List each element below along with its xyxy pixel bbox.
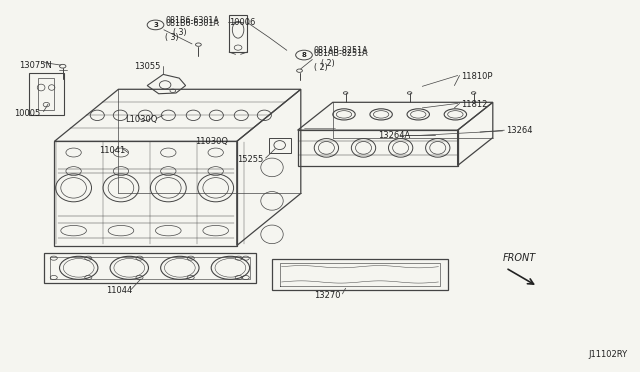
Text: 081B6-6301A: 081B6-6301A xyxy=(165,19,219,28)
Text: L1030Q: L1030Q xyxy=(125,115,157,124)
Text: ( 2): ( 2) xyxy=(321,59,335,68)
Text: 081AB-8251A: 081AB-8251A xyxy=(314,49,368,58)
Text: 11044: 11044 xyxy=(106,286,132,295)
Text: 10005: 10005 xyxy=(14,109,40,118)
Text: 15255: 15255 xyxy=(237,155,263,164)
Text: ( 3): ( 3) xyxy=(165,33,179,42)
Text: 11041: 11041 xyxy=(99,146,125,155)
Text: 13055: 13055 xyxy=(134,62,161,71)
Text: 11810P: 11810P xyxy=(461,72,492,81)
Text: ( 2): ( 2) xyxy=(314,63,327,72)
Text: 11812: 11812 xyxy=(461,100,487,109)
Text: ( 3): ( 3) xyxy=(173,28,186,37)
Text: 081B6-6301A: 081B6-6301A xyxy=(165,16,219,25)
Text: 13270: 13270 xyxy=(314,291,340,300)
Text: 3: 3 xyxy=(153,22,158,28)
Text: 10006: 10006 xyxy=(229,18,255,27)
Text: 8: 8 xyxy=(301,52,307,58)
Text: FRONT: FRONT xyxy=(502,253,536,263)
Text: 13264A: 13264A xyxy=(378,131,410,140)
Text: J11102RY: J11102RY xyxy=(588,350,627,359)
Text: 13264: 13264 xyxy=(506,126,532,135)
Text: 13075N: 13075N xyxy=(19,61,52,70)
Text: 081AB-8251A: 081AB-8251A xyxy=(314,46,368,55)
Text: 11030Q: 11030Q xyxy=(195,137,228,146)
